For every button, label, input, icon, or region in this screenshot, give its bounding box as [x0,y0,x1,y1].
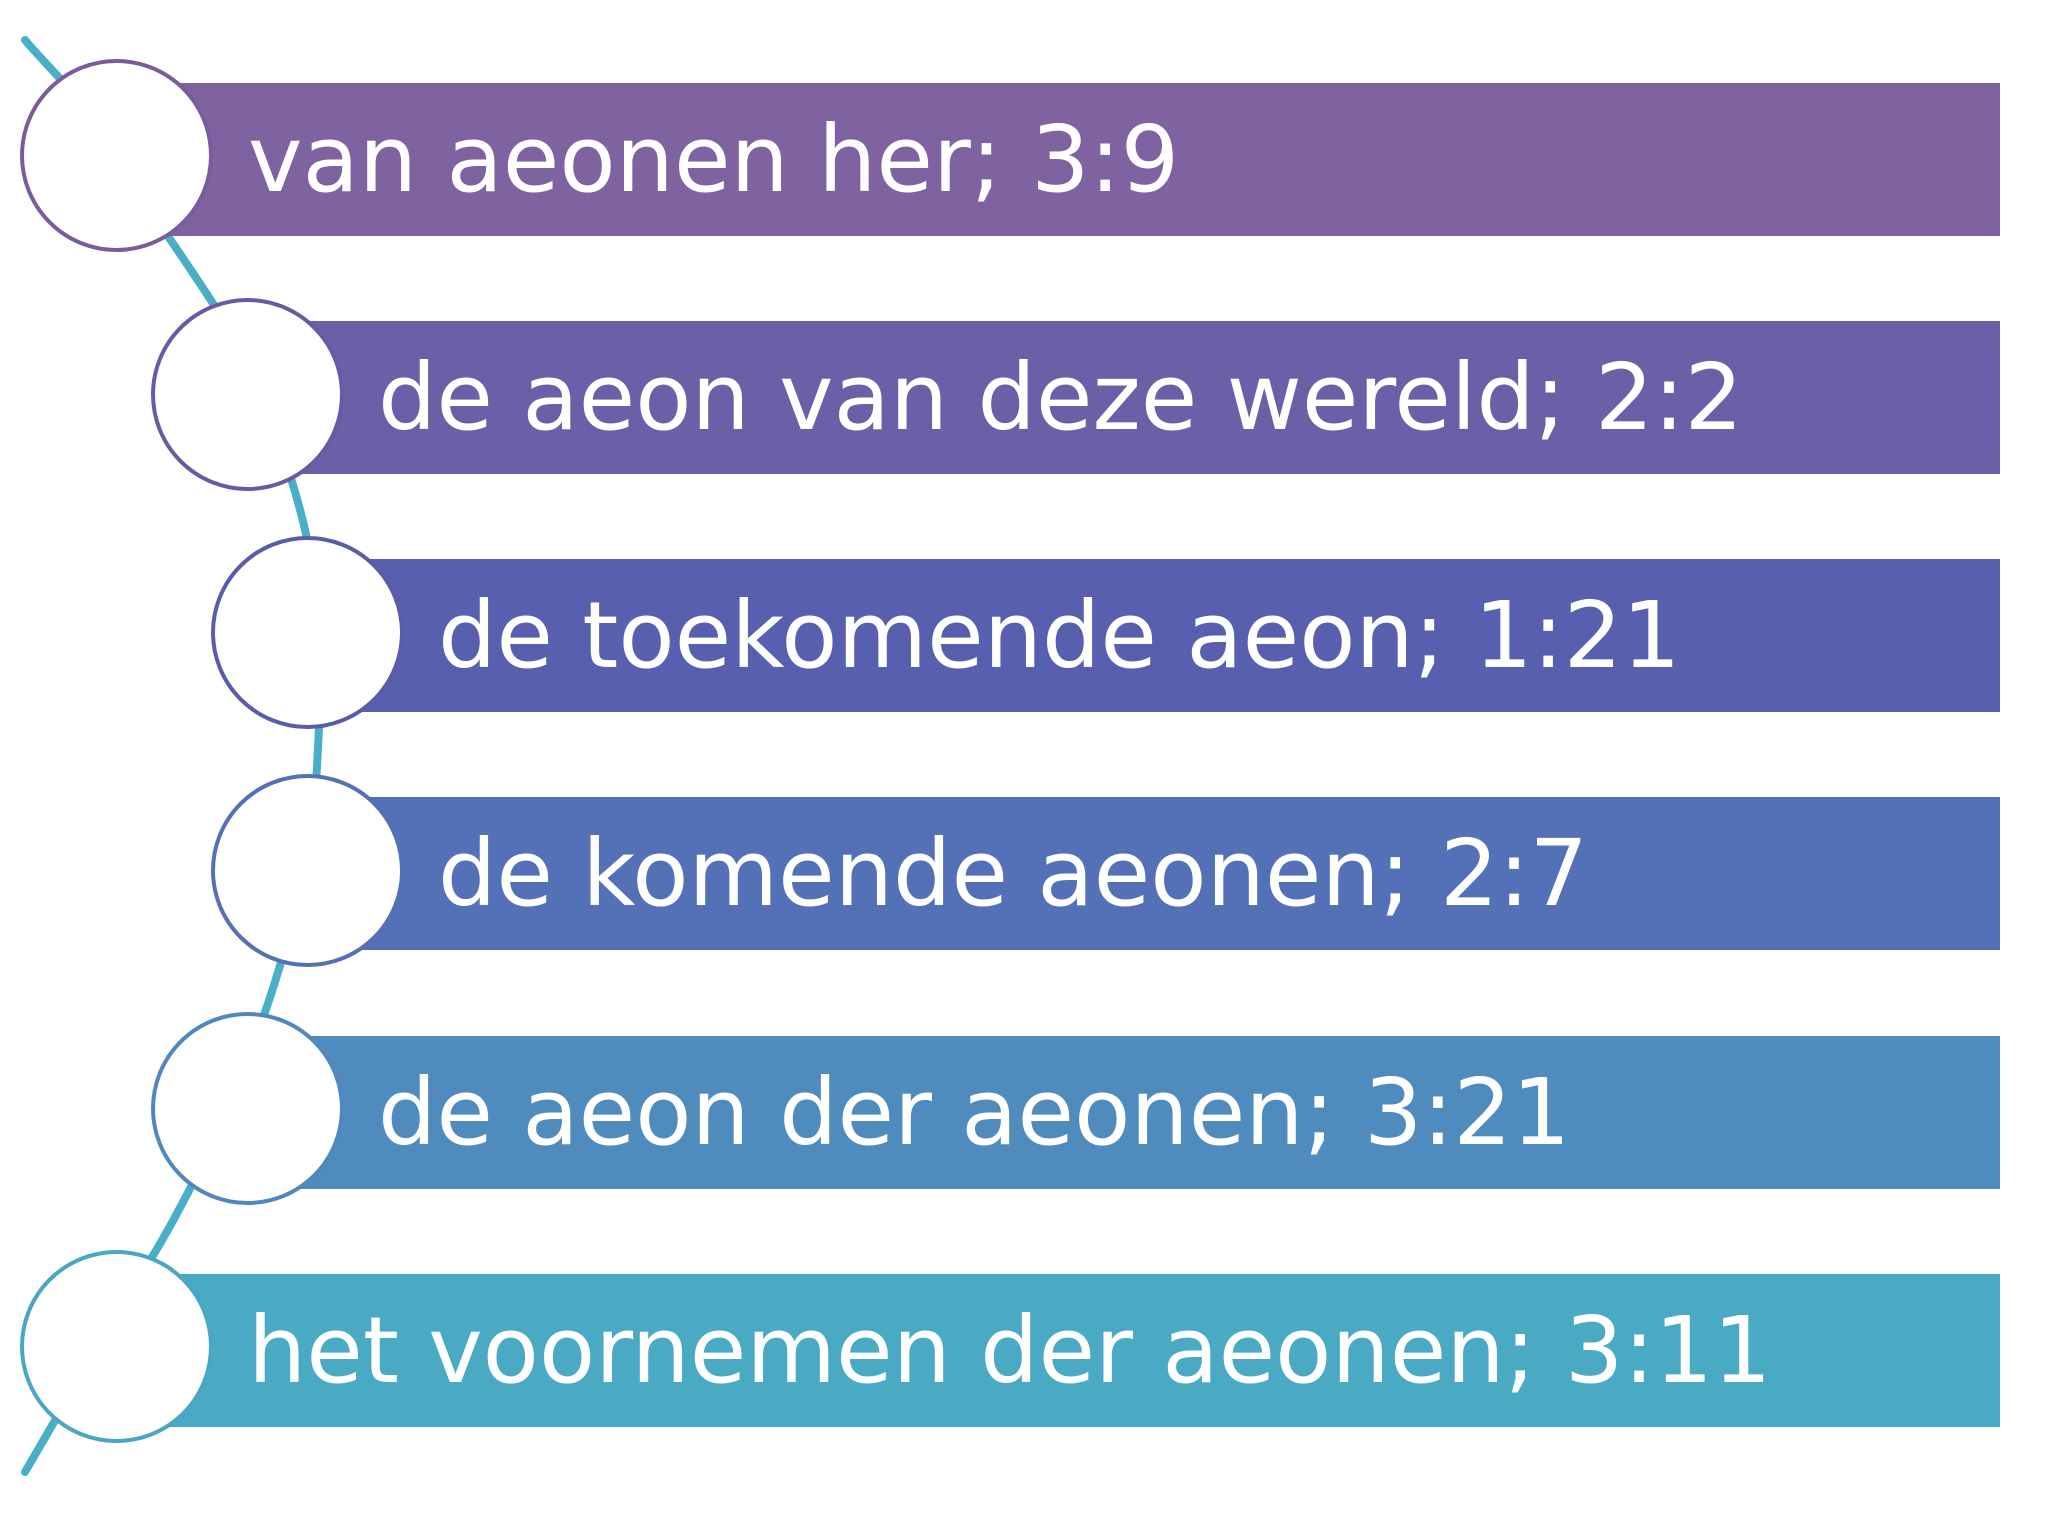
item-label-5: de aeon der aeonen; 3:21 [378,1059,1571,1166]
item-circle-5 [151,1012,344,1205]
item-label-2: de aeon van deze wereld; 2:2 [378,344,1744,451]
connector-line [21,36,325,1476]
item-label-6: het voornemen der aeonen; 3:11 [248,1297,1772,1404]
item-circle-3 [211,536,404,729]
item-label-4: de komende aeonen; 2:7 [438,820,1589,927]
item-circle-6 [20,1250,213,1443]
item-bar-4 [310,797,2000,950]
item-circle-4 [211,774,404,967]
item-bar-2 [250,321,2000,474]
item-bar-1 [120,83,2000,236]
item-bar-5 [250,1036,2000,1189]
item-bar-3 [310,559,2000,712]
item-circle-2 [151,298,344,491]
item-label-1: van aeonen her; 3:9 [248,106,1180,213]
item-label-3: de toekomende aeon; 1:21 [438,582,1681,689]
item-circle-1 [20,59,213,252]
item-bar-6 [120,1274,2000,1427]
